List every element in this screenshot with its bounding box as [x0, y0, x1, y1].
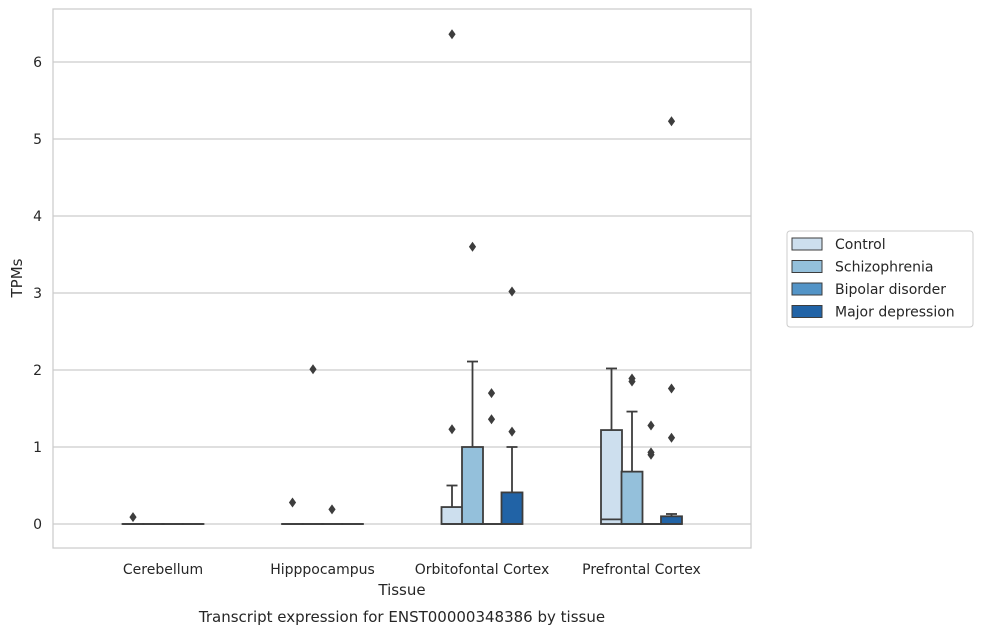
box-body — [461, 446, 484, 525]
outlier-point — [448, 29, 456, 40]
legend-frame — [786, 230, 974, 328]
legend-label-0: Control — [835, 237, 886, 253]
chart-caption: Transcript expression for ENST0000034838… — [198, 608, 605, 626]
x-tick-label-2: Orbitofontal Cortex — [415, 562, 550, 578]
box-3-3 — [660, 116, 683, 525]
box-body — [600, 429, 623, 525]
outlier-point — [667, 432, 676, 443]
outlier-point — [667, 116, 676, 127]
box-3-1 — [620, 373, 644, 525]
outlier-point — [647, 420, 655, 431]
box-body — [660, 515, 683, 525]
outlier-point — [508, 426, 516, 437]
y-tick-label-4: 4 — [33, 209, 42, 225]
box-0-0 — [121, 512, 145, 525]
box-2-1 — [461, 241, 484, 525]
box-3-2 — [639, 420, 663, 525]
x-tick-label-3: Prefrontal Cortex — [582, 562, 701, 578]
y-axis-label: TPMs — [8, 258, 26, 298]
grid-lines — [53, 61, 751, 525]
outlier-point — [129, 512, 137, 523]
legend-label-2: Bipolar disorder — [835, 282, 946, 298]
box-3-0 — [600, 367, 623, 525]
legend-swatch-2 — [791, 282, 823, 296]
y-tick-label-5: 5 — [33, 132, 42, 148]
outlier-point — [487, 388, 496, 399]
x-axis-label: Tissue — [377, 581, 425, 599]
box-plot-marks — [121, 29, 683, 525]
x-tick-label-1: Hipppocampus — [270, 562, 375, 578]
box-1-2 — [320, 504, 344, 525]
outlier-point — [468, 241, 477, 252]
box-1-0 — [281, 497, 304, 525]
y-tick-label-3: 3 — [33, 286, 42, 302]
legend: Control Schizophrenia Bipolar disorder Majo… — [786, 230, 974, 328]
outlier-point — [647, 447, 655, 458]
box-1-1 — [301, 364, 325, 525]
box-body — [620, 470, 644, 525]
outlier-point — [448, 424, 456, 435]
outlier-point — [328, 504, 336, 515]
y-tick-label-6: 6 — [33, 55, 42, 71]
outlier-point — [508, 286, 516, 297]
box-2-2 — [480, 388, 503, 525]
y-axis-ticks: 0 1 2 3 4 5 6 — [33, 55, 42, 533]
box-2-3 — [500, 286, 524, 525]
legend-swatch-0 — [791, 237, 823, 251]
x-tick-label-0: Cerebellum — [123, 562, 203, 578]
outlier-point — [487, 414, 496, 425]
outlier-point — [309, 364, 317, 375]
plot-area-frame — [52, 8, 752, 549]
box-2-0 — [440, 29, 464, 525]
outlier-point — [288, 497, 297, 508]
y-tick-label-0: 0 — [33, 517, 42, 533]
box-body — [500, 491, 524, 525]
y-tick-label-2: 2 — [33, 363, 42, 379]
y-tick-label-1: 1 — [33, 440, 42, 456]
legend-swatch-3 — [791, 305, 823, 318]
outlier-point — [628, 373, 636, 384]
x-axis-ticks: Cerebellum Hipppocampus Orbitofontal Corte… — [123, 562, 701, 578]
legend-label-1: Schizophrenia — [835, 260, 933, 276]
box-body — [440, 506, 464, 525]
outlier-point — [667, 383, 676, 394]
legend-label-3: Major depression — [835, 305, 955, 321]
legend-swatch-1 — [791, 260, 823, 273]
